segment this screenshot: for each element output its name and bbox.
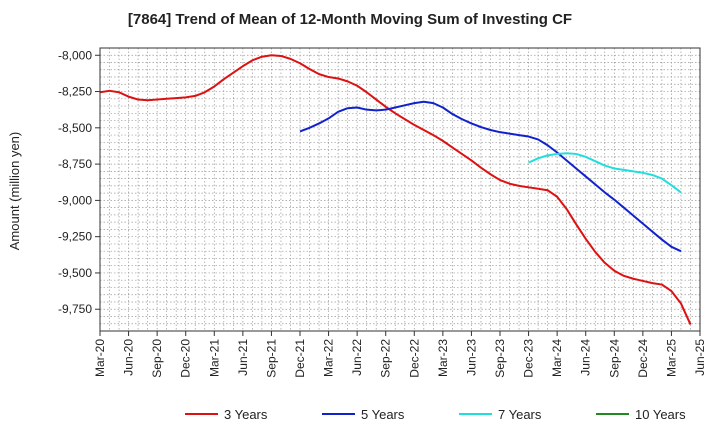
x-tick-label: Sep-22 (379, 339, 393, 378)
x-tick-label: Dec-21 (293, 339, 307, 378)
legend-label: 3 Years (224, 407, 268, 422)
x-tick-label: Dec-23 (522, 339, 536, 378)
series-line-3-years (99, 54, 692, 325)
series-lines (99, 54, 692, 325)
x-tick-label: Dec-24 (636, 339, 650, 378)
x-tick-label: Mar-23 (436, 339, 450, 377)
x-tick-label: Sep-23 (493, 339, 507, 378)
plot-frame (99, 47, 701, 332)
x-axis-ticks: Mar-20 Jun-20 Sep-20 Dec-20 Mar-21 Jun-21 Sep-… (93, 331, 707, 378)
x-tick-label: Jun-21 (236, 339, 250, 376)
x-tick-label: Dec-22 (407, 339, 421, 378)
y-tick-label: -9,500 (58, 266, 92, 280)
plot-background (100, 48, 700, 331)
y-tick-label: -9,750 (58, 302, 92, 316)
chart-title: [7864] Trend of Mean of 12-Month Moving … (128, 11, 572, 28)
x-tick-label: Sep-21 (264, 339, 278, 378)
grid-lines (99, 47, 701, 332)
axes (99, 47, 701, 332)
x-tick-label: Jun-24 (579, 339, 593, 376)
x-tick-label: Jun-22 (350, 339, 364, 376)
series-line-5-years (299, 100, 682, 253)
y-axis-ticks: -8,000 -8,250 -8,500 -8,750 -9,000 -9,250 -9,5… (58, 48, 100, 316)
y-tick-label: -8,000 (58, 48, 92, 62)
x-tick-label: Jun-25 (693, 339, 707, 376)
x-tick-label: Jun-20 (122, 339, 136, 376)
legend-label: 5 Years (361, 407, 405, 422)
x-tick-label: Mar-20 (93, 339, 107, 377)
x-tick-label: Dec-20 (179, 339, 193, 378)
x-tick-label: Mar-24 (550, 339, 564, 377)
y-tick-label: -9,250 (58, 230, 92, 244)
plot-area (100, 48, 700, 331)
x-tick-label: Sep-20 (150, 339, 164, 378)
x-tick-label: Mar-22 (322, 339, 336, 377)
y-axis-label: Amount (million yen) (7, 132, 22, 251)
legend: 3 Years 5 Years 7 Years 10 Years (185, 407, 686, 422)
y-tick-label: -8,750 (58, 157, 92, 171)
y-tick-label: -8,500 (58, 121, 92, 135)
legend-label: 10 Years (635, 407, 686, 422)
x-tick-label: Jun-23 (464, 339, 478, 376)
x-tick-label: Sep-24 (607, 339, 621, 378)
legend-label: 7 Years (498, 407, 542, 422)
series-line-7-years (528, 152, 682, 194)
y-tick-label: -8,250 (58, 85, 92, 99)
x-tick-label: Mar-25 (664, 339, 678, 377)
y-tick-label: -9,000 (58, 193, 92, 207)
x-tick-label: Mar-21 (207, 339, 221, 377)
